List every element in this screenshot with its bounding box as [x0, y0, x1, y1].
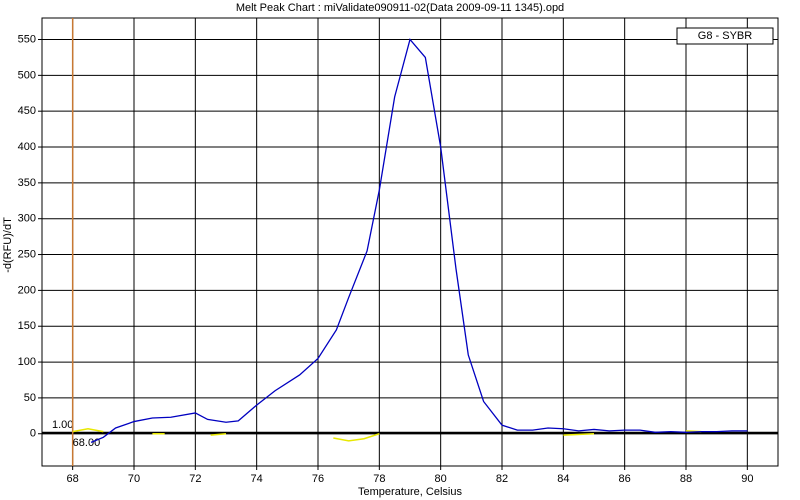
y-tick-label: 0: [30, 428, 36, 440]
y-tick-label: 50: [24, 392, 36, 404]
x-axis-label: Temperature, Celsius: [358, 486, 462, 498]
y-tick-label: 550: [18, 33, 36, 45]
x-tick-label: 82: [496, 473, 508, 485]
legend-box: [676, 27, 774, 45]
x-tick-label: 74: [251, 473, 263, 485]
threshold-label: 1.00: [52, 419, 73, 431]
y-tick-label: 300: [18, 213, 36, 225]
chart-title: Melt Peak Chart : miValidate090911-02(Da…: [236, 2, 564, 14]
y-tick-label: 100: [18, 356, 36, 368]
y-tick-label: 250: [18, 248, 36, 260]
series-line: [563, 432, 595, 436]
series-line: [90, 38, 748, 443]
x-tick-label: 72: [189, 473, 201, 485]
y-tick-label: 400: [18, 141, 36, 153]
series-line: [333, 433, 380, 442]
y-tick-label: 450: [18, 105, 36, 117]
x-tick-label: 86: [619, 473, 631, 485]
legend-label: G8 - SYBR: [698, 30, 752, 42]
y-tick-label: 150: [18, 320, 36, 332]
x-tick-label: 78: [373, 473, 385, 485]
x-tick-label: 68: [67, 473, 79, 485]
x-tick-label: 76: [312, 473, 324, 485]
begin-temp-label: 68.00: [73, 437, 101, 449]
x-tick-label: 84: [557, 473, 569, 485]
x-tick-label: 80: [435, 473, 447, 485]
x-tick-label: 90: [741, 473, 753, 485]
x-tick-label: 70: [128, 473, 140, 485]
series-line: [210, 432, 227, 436]
plot-area: [41, 17, 779, 467]
x-tick-label: 88: [680, 473, 692, 485]
y-axis-label: -d(RFU)/dT: [2, 217, 14, 273]
y-tick-label: 200: [18, 284, 36, 296]
series-line: [72, 427, 104, 433]
y-tick-label: 350: [18, 177, 36, 189]
y-tick-label: 500: [18, 69, 36, 81]
